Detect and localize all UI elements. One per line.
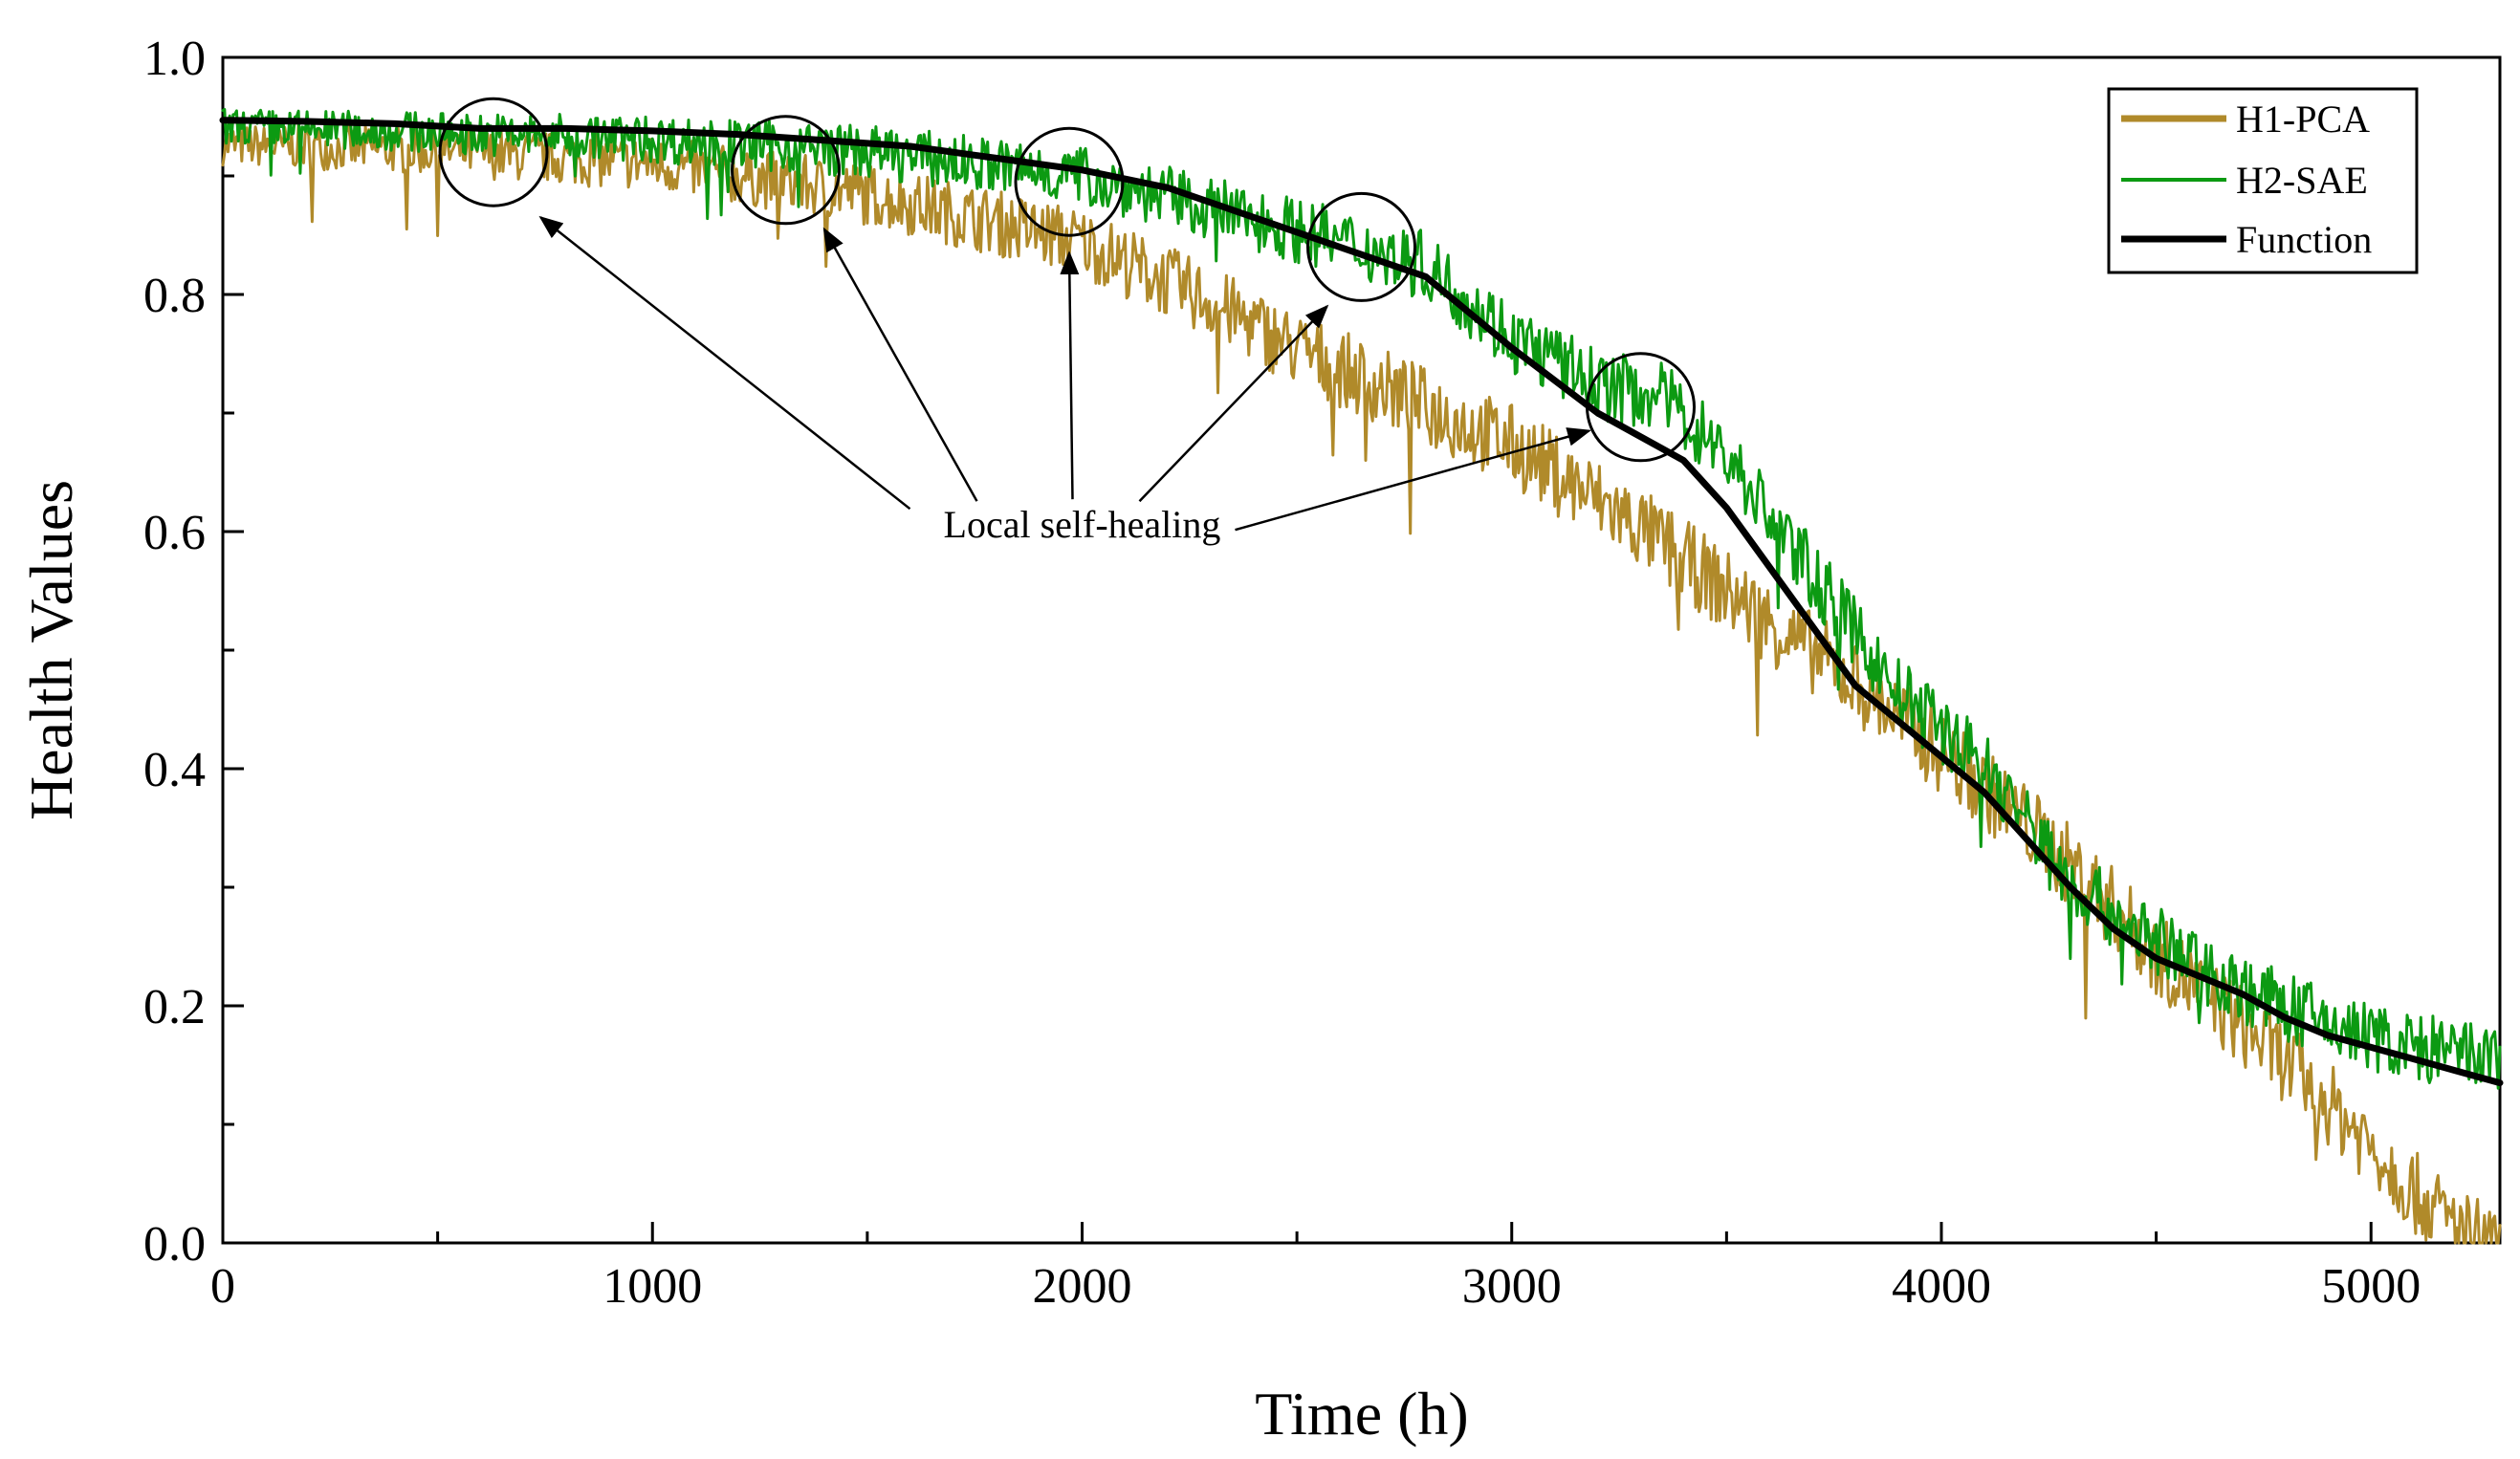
y-tick-label: 0.8	[143, 269, 206, 323]
self-healing-circle	[438, 97, 549, 207]
tick-layer: 0 1000 2000 3000 4000 5000 0.0 0.2 0.4 0.6 0.8 1.0	[143, 32, 2421, 1314]
series-layer	[219, 107, 2504, 1245]
self-healing-circle	[1306, 191, 1416, 302]
series-line-h1-pca	[221, 123, 2502, 1245]
annotation-layer: Local self-healing	[438, 97, 1697, 546]
legend-label-h2-sae: H2-SAE	[2236, 159, 2368, 202]
x-tick-label: 0	[210, 1259, 235, 1314]
y-axis-title: Health Values	[17, 480, 85, 820]
y-tick-label: 0.0	[143, 1217, 206, 1272]
self-healing-circle	[1014, 126, 1125, 237]
self-healing-circle	[1586, 352, 1697, 463]
y-tick-label: 0.6	[143, 506, 206, 560]
series-line-function	[219, 117, 2504, 1087]
annotation-arrow	[822, 227, 978, 502]
legend: H1-PCA H2-SAE Function	[2107, 87, 2419, 274]
annotation-label: Local self-healing	[944, 503, 1221, 546]
x-tick-label: 3000	[1462, 1259, 1562, 1314]
x-axis-title: Time (h)	[1255, 1380, 1468, 1448]
x-tick-label: 1000	[603, 1259, 702, 1314]
legend-label-h1-pca: H1-PCA	[2236, 98, 2370, 141]
x-tick-label: 4000	[1892, 1259, 1991, 1314]
annotation-arrow	[1235, 427, 1592, 532]
annotation-arrow	[1138, 304, 1329, 503]
self-healing-circle	[731, 115, 842, 226]
y-tick-label: 0.4	[143, 743, 206, 797]
y-tick-label: 0.2	[143, 980, 206, 1034]
x-tick-label: 2000	[1032, 1259, 1131, 1314]
y-tick-label: 1.0	[143, 32, 206, 86]
annotation-arrow	[538, 215, 911, 511]
series-line-h2-sae	[221, 107, 2502, 1090]
x-tick-label: 5000	[2321, 1259, 2421, 1314]
annotation-arrow	[1060, 250, 1080, 500]
legend-label-function: Function	[2236, 218, 2372, 261]
